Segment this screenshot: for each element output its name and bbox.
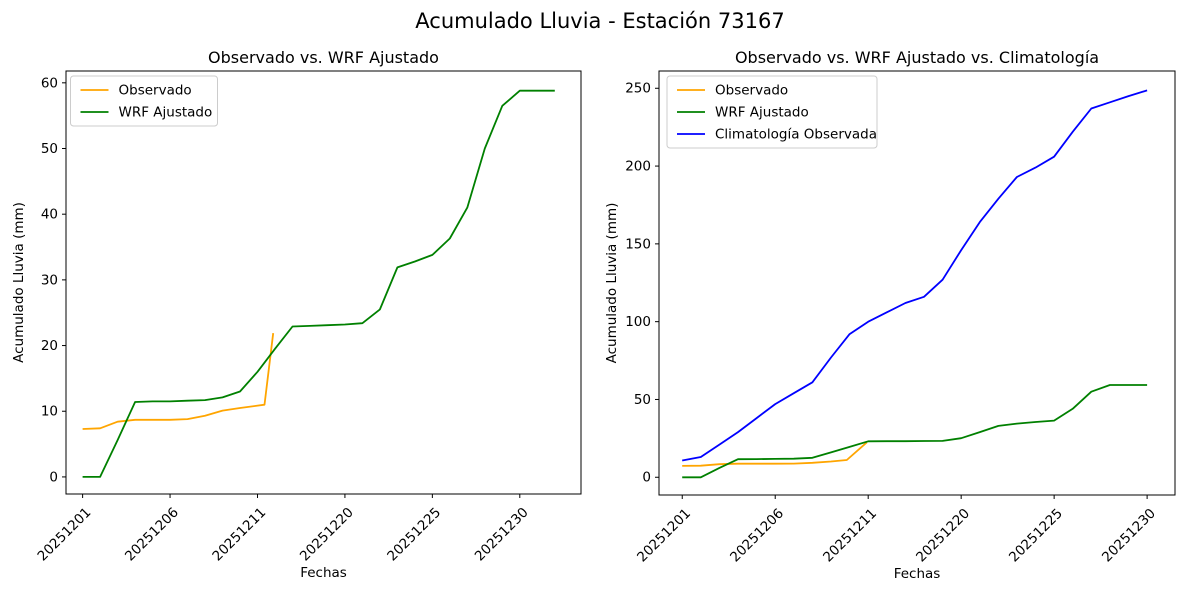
plot-frame — [658, 70, 1176, 496]
y-tick-label: 100 — [625, 314, 651, 330]
series-line-wrf-ajustado — [682, 384, 1148, 479]
y-tick-label: 150 — [625, 236, 651, 252]
plot-frame — [65, 70, 582, 495]
x-tick-label: 20251230 — [472, 505, 532, 565]
y-tick-label: 200 — [625, 159, 651, 175]
x-axis-label: Fechas — [894, 566, 941, 582]
x-tick-label: 20251201 — [35, 505, 95, 565]
series-line-climatolog-a-observada — [682, 89, 1148, 462]
x-tick-label: 20251230 — [1099, 506, 1159, 566]
legend-label: WRF Ajustado — [715, 104, 809, 120]
left-subplot: Observado vs. WRF Ajustado 0 10 20 30 40 50 60 2… — [11, 48, 582, 581]
x-tick-label: 20251225 — [384, 505, 444, 565]
y-tick-label: 40 — [41, 207, 58, 223]
y-tick-label: 10 — [41, 404, 58, 420]
y-axis-label: Acumulado Lluvia (mm) — [604, 203, 620, 364]
x-tick-label: 20251206 — [727, 506, 787, 566]
series-line-observado — [682, 441, 868, 467]
legend-label: WRF Ajustado — [119, 104, 213, 120]
x-tick-label: 20251211 — [820, 506, 880, 566]
y-tick-label: 60 — [41, 75, 58, 91]
figure-title: Acumulado Lluvia - Estación 73167 — [415, 9, 785, 33]
x-axis-label: Fechas — [300, 565, 347, 581]
x-tick-label: 20251211 — [209, 505, 269, 565]
right-subplot: Observado vs. WRF Ajustado vs. Climatolo… — [604, 48, 1176, 582]
x-tick-label: 20251206 — [122, 505, 182, 565]
left-subplot-title: Observado vs. WRF Ajustado — [208, 48, 439, 67]
x-tick-label: 20251220 — [913, 506, 973, 566]
right-subplot-title: Observado vs. WRF Ajustado vs. Climatolo… — [735, 48, 1099, 67]
y-tick-label: 20 — [41, 338, 58, 354]
y-tick-label: 250 — [625, 81, 651, 97]
legend-box — [70, 75, 218, 127]
series-line-observado — [82, 332, 275, 430]
y-tick-label: 50 — [634, 392, 651, 408]
y-tick-label: 0 — [49, 469, 58, 485]
legend-label: Observado — [715, 82, 788, 98]
x-tick-label: 20251225 — [1006, 506, 1066, 566]
legend-label: Observado — [119, 82, 192, 98]
y-tick-label: 50 — [41, 141, 58, 157]
y-axis-label: Acumulado Lluvia (mm) — [11, 202, 27, 363]
legend-box — [666, 75, 878, 149]
y-tick-label: 0 — [642, 470, 651, 486]
legend-label: Climatología Observada — [715, 126, 877, 142]
x-tick-label: 20251201 — [634, 506, 694, 566]
x-tick-label: 20251220 — [297, 505, 357, 565]
series-line-wrf-ajustado — [82, 89, 555, 478]
y-tick-label: 30 — [41, 272, 58, 288]
